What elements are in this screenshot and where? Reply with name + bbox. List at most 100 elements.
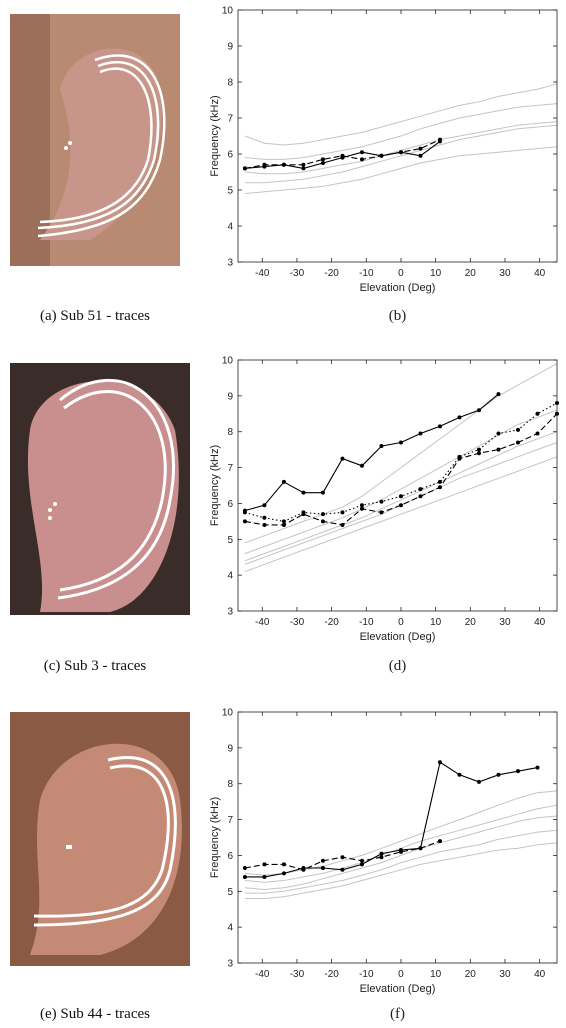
x-tick-label: -20 [324, 268, 339, 279]
data-point [321, 859, 325, 863]
data-point [418, 147, 422, 151]
x-tick-label: -10 [359, 617, 374, 628]
y-tick-label: 5 [227, 887, 233, 898]
data-point [360, 859, 364, 863]
plot-area [238, 10, 557, 262]
data-point [340, 457, 344, 461]
y-tick-label: 6 [227, 150, 233, 161]
y-tick-label: 9 [227, 42, 233, 53]
y-tick-label: 4 [227, 923, 233, 934]
data-point [360, 507, 364, 511]
y-tick-label: 10 [222, 708, 234, 719]
photo-caption: (a) Sub 51 - traces [40, 308, 150, 324]
data-point [282, 862, 286, 866]
data-point [360, 503, 364, 507]
data-point [282, 523, 286, 527]
data-point [243, 875, 247, 879]
data-point [301, 163, 305, 167]
photo-caption: (e) Sub 44 - traces [40, 1006, 150, 1022]
y-tick-label: 5 [227, 186, 233, 197]
data-point [535, 412, 539, 416]
data-point [282, 163, 286, 167]
data-point [282, 519, 286, 523]
data-point [243, 519, 247, 523]
ear-photo [10, 363, 190, 615]
y-tick-label: 8 [227, 779, 233, 790]
data-point [282, 480, 286, 484]
data-point [535, 432, 539, 436]
ear-photo [10, 14, 180, 266]
data-point [340, 510, 344, 514]
x-tick-label: 30 [499, 969, 511, 980]
chart-caption: (d) [389, 658, 407, 674]
x-axis-label: Elevation (Deg) [360, 983, 436, 995]
data-point [379, 510, 383, 514]
data-point [282, 871, 286, 875]
data-point [340, 154, 344, 158]
x-tick-label: 30 [499, 268, 511, 279]
data-point [243, 866, 247, 870]
data-point [438, 480, 442, 484]
data-point [360, 464, 364, 468]
data-point [457, 457, 461, 461]
chart-caption: (f) [390, 1006, 405, 1022]
y-tick-label: 7 [227, 463, 233, 474]
data-point [262, 875, 266, 879]
x-tick-label: -10 [359, 268, 374, 279]
data-point [301, 512, 305, 516]
y-tick-label: 3 [227, 258, 233, 269]
data-point [418, 154, 422, 158]
data-point [243, 510, 247, 514]
y-axis-label: Frequency (kHz) [209, 95, 221, 176]
y-tick-label: 4 [227, 571, 233, 582]
data-point [360, 157, 364, 161]
x-tick-label: 40 [534, 268, 546, 279]
data-point [360, 150, 364, 154]
y-axis-label: Frequency (kHz) [209, 445, 221, 526]
y-tick-label: 9 [227, 743, 233, 754]
data-point [301, 868, 305, 872]
data-point [516, 440, 520, 444]
y-tick-label: 8 [227, 427, 233, 438]
y-tick-label: 10 [222, 356, 234, 367]
y-tick-label: 7 [227, 815, 233, 826]
data-point [340, 523, 344, 527]
x-tick-label: -40 [255, 617, 270, 628]
data-point [262, 862, 266, 866]
data-point [321, 519, 325, 523]
figure: (a) Sub 51 - traces(c) Sub 3 - traces(e)… [0, 0, 566, 1028]
y-tick-label: 10 [222, 6, 234, 17]
x-tick-label: 20 [465, 969, 477, 980]
chart-caption: (b) [389, 308, 407, 324]
data-point [418, 846, 422, 850]
x-tick-label: -30 [290, 617, 305, 628]
data-point [477, 408, 481, 412]
data-point [379, 444, 383, 448]
x-tick-label: -30 [290, 268, 305, 279]
data-point [262, 523, 266, 527]
x-tick-label: 10 [430, 268, 442, 279]
data-point [321, 161, 325, 165]
data-point [301, 491, 305, 495]
data-point [516, 428, 520, 432]
x-tick-label: 30 [499, 617, 511, 628]
data-point [399, 440, 403, 444]
data-point [418, 494, 422, 498]
data-point [496, 392, 500, 396]
x-axis-label: Elevation (Deg) [360, 282, 436, 294]
y-tick-label: 6 [227, 499, 233, 510]
data-point [418, 487, 422, 491]
x-tick-label: -20 [324, 969, 339, 980]
data-point [321, 866, 325, 870]
x-tick-label: 40 [534, 969, 546, 980]
data-point [496, 448, 500, 452]
x-tick-label: -40 [255, 969, 270, 980]
ear-photo [10, 712, 190, 966]
y-tick-label: 6 [227, 851, 233, 862]
y-tick-label: 5 [227, 535, 233, 546]
data-point [321, 157, 325, 161]
x-tick-label: 10 [430, 617, 442, 628]
data-point [262, 516, 266, 520]
